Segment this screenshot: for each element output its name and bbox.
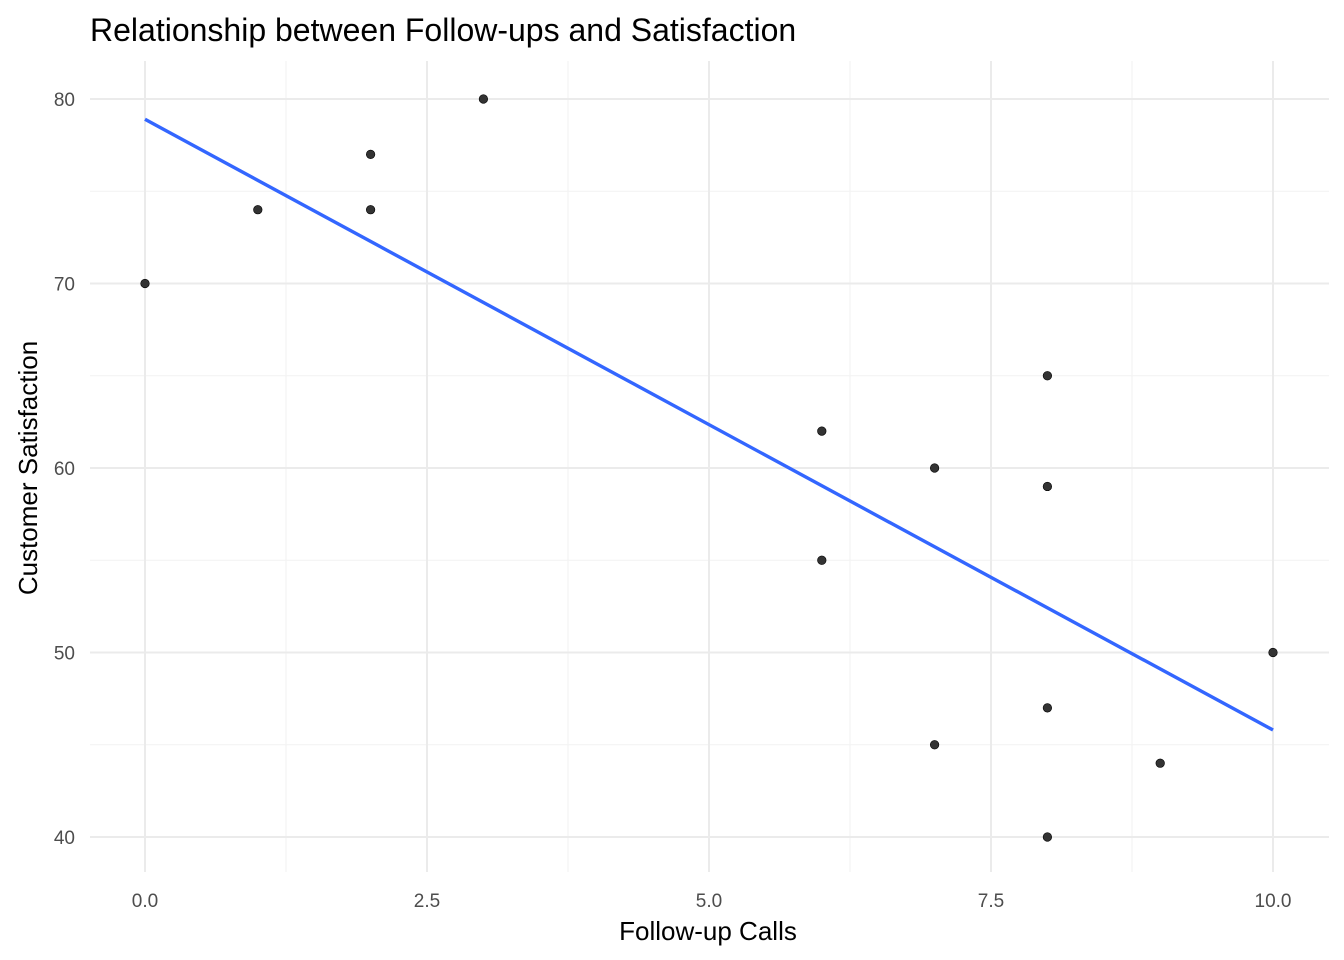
- trend-line: [144, 117, 1274, 732]
- x-tick-label: 5.0: [696, 891, 722, 912]
- y-tick-label: 50: [54, 644, 75, 665]
- data-point: [1042, 371, 1052, 381]
- data-point: [929, 463, 940, 473]
- data-point: [817, 555, 827, 565]
- x-axis-title: Follow-up Calls: [619, 916, 797, 946]
- y-tick-label: 60: [54, 459, 75, 480]
- trend-layer: [144, 117, 1274, 732]
- y-tick-label: 40: [54, 828, 75, 849]
- data-point: [140, 278, 150, 289]
- x-axis-ticks: 0.0 2.5 5.0 7.5 10.0: [132, 891, 1292, 912]
- y-tick-label: 70: [54, 275, 75, 296]
- data-point: [817, 426, 827, 436]
- data-point: [1042, 481, 1052, 492]
- points-layer: [140, 94, 1278, 842]
- data-point: [1155, 758, 1165, 768]
- x-tick-label: 0.0: [132, 891, 158, 912]
- data-point: [1042, 703, 1052, 713]
- data-point: [253, 205, 263, 215]
- y-tick-label: 80: [54, 90, 75, 111]
- y-axis-ticks: 40 50 60 70 80: [54, 90, 75, 849]
- data-point: [1042, 832, 1052, 842]
- data-point: [366, 205, 376, 215]
- data-point: [366, 149, 376, 159]
- x-tick-label: 10.0: [1255, 891, 1292, 912]
- y-axis-title: Customer Satisfaction: [13, 341, 43, 595]
- chart-title: Relationship between Follow-ups and Sati…: [90, 12, 796, 48]
- data-point: [929, 740, 940, 750]
- data-point: [1268, 647, 1278, 658]
- x-tick-label: 7.5: [978, 891, 1004, 912]
- data-point: [478, 94, 489, 104]
- major-gridlines: [90, 61, 1329, 872]
- x-tick-label: 2.5: [414, 891, 440, 912]
